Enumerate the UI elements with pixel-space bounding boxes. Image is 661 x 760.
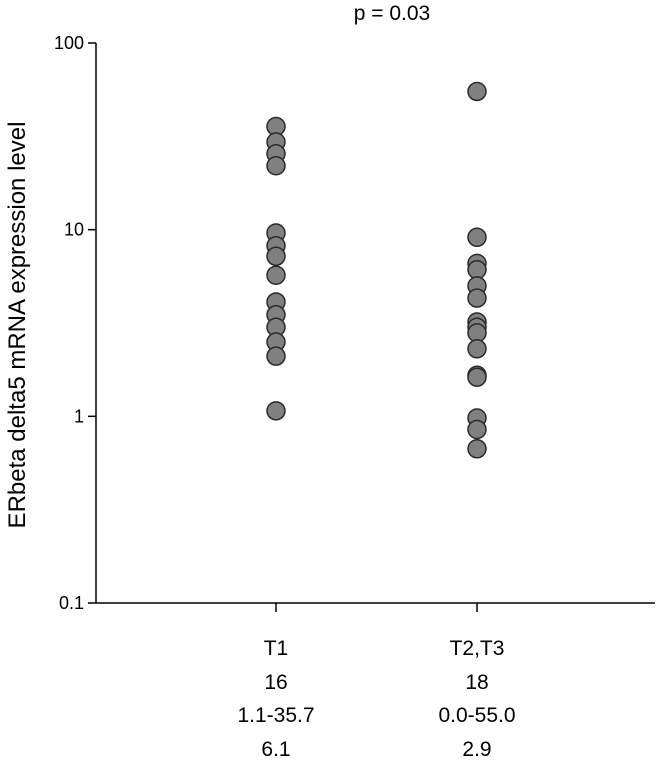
data-point [467,81,487,102]
data-point [266,346,286,366]
data-point [266,155,286,176]
category-labels: T1 16 1.1-35.7 6.1 T2,T3 18 0.0-55.0 2.9 [237,637,515,760]
chart-title: p = 0.03 [354,2,430,25]
data-point [467,259,487,280]
data-point [467,339,487,359]
category-n-label: 16 [264,671,287,694]
data-point [266,246,286,267]
y-axis-label: ERbeta delta5 mRNA expression level [4,122,31,529]
data-points [266,81,487,459]
category-median-label: 2.9 [462,738,491,760]
y-tick-label: 0.1 [59,593,84,613]
data-point [467,439,487,459]
data-point [266,265,286,285]
y-ticks: 0.1 1 10 100 [54,33,96,613]
category-range-label: 0.0-55.0 [438,704,515,727]
y-tick-label: 1 [74,406,84,426]
data-point [467,367,487,387]
data-point [467,227,487,248]
y-tick-label: 10 [64,220,84,240]
category-label-label: T2,T3 [450,637,505,660]
data-point [467,288,487,308]
x-ticks [275,603,478,612]
y-tick-label: 100 [54,33,84,53]
category-n-label: 18 [465,671,488,694]
category-label-label: T1 [264,637,289,660]
data-point [467,419,487,440]
category-median-label: 6.1 [261,738,290,760]
category-range-label: 1.1-35.7 [237,704,314,727]
data-point [266,401,286,421]
